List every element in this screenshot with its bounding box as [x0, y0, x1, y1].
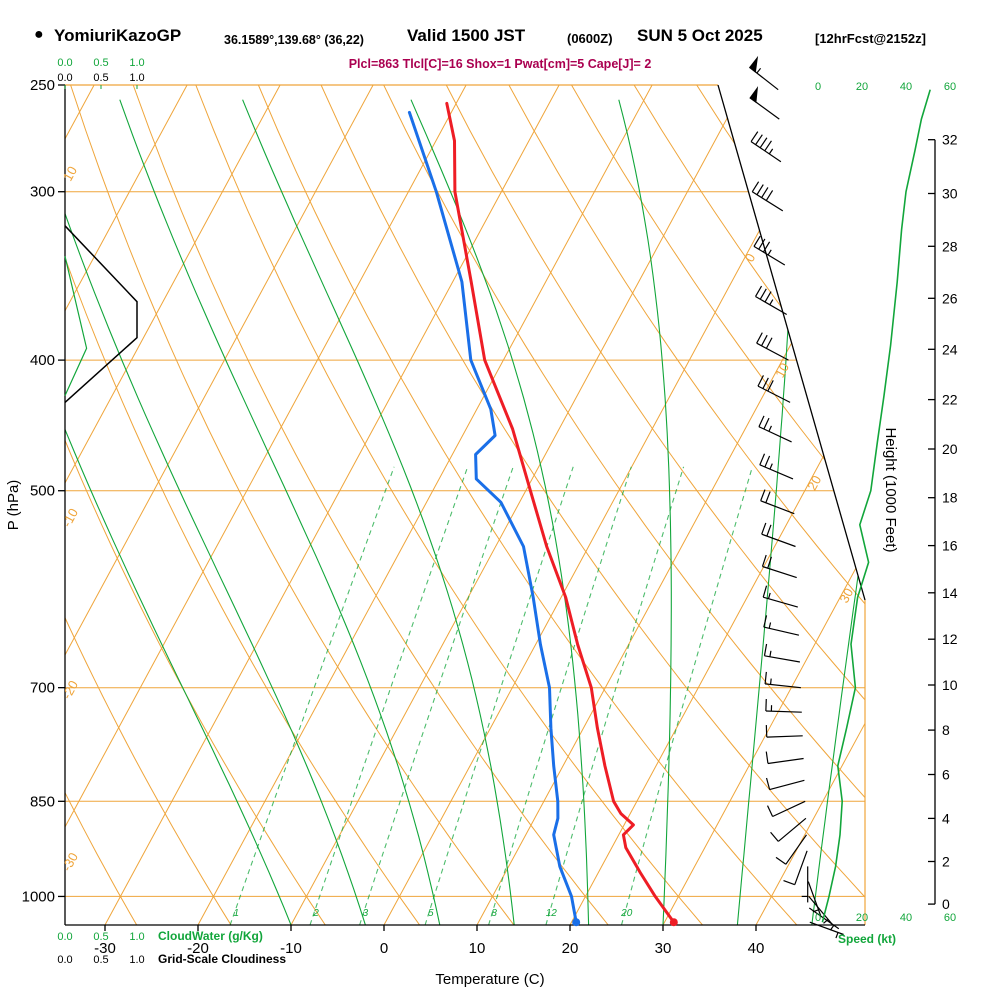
svg-text:40: 40	[900, 912, 912, 924]
svg-text:0.5: 0.5	[93, 72, 108, 84]
svg-text:3: 3	[363, 908, 369, 919]
station-bullet-icon: ●	[34, 26, 44, 43]
temperature-surface-dot	[669, 918, 678, 927]
svg-text:-20: -20	[187, 940, 209, 957]
svg-text:26: 26	[942, 290, 958, 306]
svg-text:14: 14	[942, 585, 958, 601]
svg-text:0: 0	[742, 251, 759, 264]
svg-text:12: 12	[942, 631, 958, 647]
station-coords: 36.1589°,139.68° (36,22)	[224, 33, 364, 47]
svg-text:-10: -10	[280, 940, 302, 957]
forecast-tag: [12hrFcst@2152z]	[815, 31, 926, 46]
valid-time: Valid 1500 JST	[407, 26, 526, 45]
svg-text:4: 4	[942, 810, 950, 826]
svg-text:0: 0	[380, 940, 388, 957]
svg-text:0.0: 0.0	[57, 931, 72, 943]
svg-text:1.0: 1.0	[129, 57, 144, 69]
svg-text:20: 20	[620, 908, 633, 919]
svg-text:10: 10	[60, 164, 80, 184]
stability-params: Plcl=863 Tlcl[C]=16 Shox=1 Pwat[cm]=5 Ca…	[348, 57, 652, 71]
svg-text:CloudWater (g/Kg): CloudWater (g/Kg)	[158, 929, 263, 943]
svg-text:32: 32	[942, 132, 958, 148]
dewpoint-surface-dot	[572, 918, 581, 927]
speed-curve	[821, 89, 931, 923]
svg-text:0.5: 0.5	[93, 931, 108, 943]
svg-text:1: 1	[233, 908, 239, 919]
svg-text:10: 10	[469, 940, 486, 957]
svg-text:10: 10	[772, 360, 792, 380]
svg-text:0.0: 0.0	[57, 72, 72, 84]
temperature-curve	[445, 101, 676, 924]
cloudiness-curve	[64, 225, 138, 403]
svg-text:20: 20	[856, 912, 868, 924]
svg-text:5: 5	[428, 908, 434, 919]
svg-text:850: 850	[30, 793, 55, 810]
svg-text:2: 2	[942, 854, 950, 870]
svg-text:1000: 1000	[22, 888, 55, 905]
svg-text:1.0: 1.0	[129, 931, 144, 943]
svg-text:-20: -20	[59, 678, 81, 702]
valid-utc: (0600Z)	[567, 31, 613, 46]
wind-barbs	[748, 55, 844, 939]
svg-text:28: 28	[942, 238, 958, 254]
isotherm-edge-labels: 10 -10 -20 -30 0 10 20 30	[59, 164, 856, 874]
svg-text:60: 60	[944, 912, 956, 924]
station-name: YomiuriKazoGP	[54, 26, 182, 45]
svg-text:Grid-Scale Cloudiness: Grid-Scale Cloudiness	[158, 952, 286, 966]
svg-text:-10: -10	[59, 506, 81, 530]
svg-text:0.5: 0.5	[93, 954, 108, 966]
svg-text:700: 700	[30, 680, 55, 697]
svg-text:250: 250	[30, 77, 55, 94]
svg-text:8: 8	[942, 722, 950, 738]
svg-text:20: 20	[856, 81, 868, 93]
svg-text:18: 18	[942, 490, 958, 506]
svg-text:P (hPa): P (hPa)	[5, 480, 22, 531]
svg-text:30: 30	[942, 185, 958, 201]
mixing-ratio-labels: 1 2 3 5 8 12 20	[233, 908, 632, 919]
cloudwater-curve	[64, 256, 88, 396]
svg-text:500: 500	[30, 483, 55, 500]
svg-text:8: 8	[491, 908, 497, 919]
svg-text:20: 20	[942, 441, 958, 457]
svg-text:0: 0	[815, 81, 821, 93]
svg-text:20: 20	[804, 473, 824, 493]
svg-text:0: 0	[942, 896, 950, 912]
dewpoint-curve	[407, 110, 578, 924]
svg-text:20: 20	[562, 940, 579, 957]
svg-text:300: 300	[30, 184, 55, 201]
svg-text:0.0: 0.0	[57, 57, 72, 69]
svg-text:22: 22	[942, 392, 958, 408]
plot-borders	[64, 84, 866, 926]
svg-text:24: 24	[942, 341, 958, 357]
svg-text:0.0: 0.0	[57, 954, 72, 966]
svg-text:2: 2	[312, 908, 319, 919]
svg-text:60: 60	[944, 81, 956, 93]
svg-text:Temperature (C): Temperature (C)	[435, 971, 544, 988]
svg-text:Speed (kt): Speed (kt)	[838, 932, 896, 946]
svg-text:30: 30	[655, 940, 672, 957]
grid-orange	[65, 85, 865, 925]
svg-text:6: 6	[942, 767, 950, 783]
cloud-scales: 0.0 0.0 0.5 0.5 1.0 1.0 0.0 0.0 0.5 0.5 1.0 1.0 Clou…	[57, 57, 286, 966]
svg-text:40: 40	[748, 940, 765, 957]
svg-text:1.0: 1.0	[129, 72, 144, 84]
svg-text:30: 30	[836, 586, 856, 606]
svg-text:0: 0	[815, 912, 821, 924]
svg-text:10: 10	[942, 677, 958, 693]
valid-date: SUN 5 Oct 2025	[637, 26, 763, 45]
svg-text:40: 40	[900, 81, 912, 93]
svg-text:-30: -30	[59, 850, 81, 874]
svg-text:400: 400	[30, 352, 55, 369]
svg-text:Height (1000 Feet): Height (1000 Feet)	[882, 427, 899, 552]
svg-text:16: 16	[942, 538, 958, 554]
svg-text:0.5: 0.5	[93, 57, 108, 69]
svg-text:-30: -30	[94, 940, 116, 957]
svg-text:12: 12	[546, 908, 558, 919]
svg-text:1.0: 1.0	[129, 954, 144, 966]
